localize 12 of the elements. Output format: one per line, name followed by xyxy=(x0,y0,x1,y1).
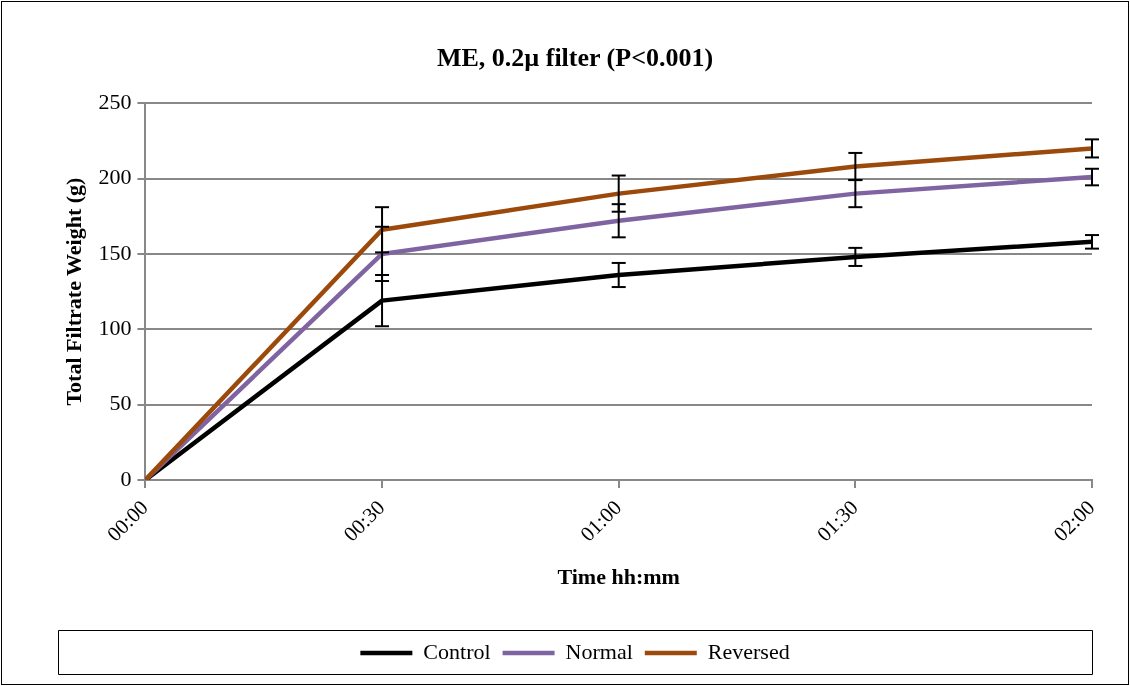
legend-label: Reversed xyxy=(707,638,790,664)
y-tick-label: 50 xyxy=(109,390,132,416)
y-tick-label: 0 xyxy=(120,465,132,491)
x-axis-title: Time hh:mm xyxy=(557,564,680,590)
legend-label: Normal xyxy=(565,638,633,664)
y-axis-title: Total Filtrate Weight (g) xyxy=(60,177,86,406)
y-tick-label: 100 xyxy=(98,315,132,341)
legend-label: Control xyxy=(423,638,491,664)
y-tick-label: 200 xyxy=(98,164,132,190)
y-tick-label: 150 xyxy=(98,239,132,265)
y-tick-label: 250 xyxy=(98,88,132,114)
chart-title: ME, 0.2µ filter (P<0.001) xyxy=(436,43,714,73)
